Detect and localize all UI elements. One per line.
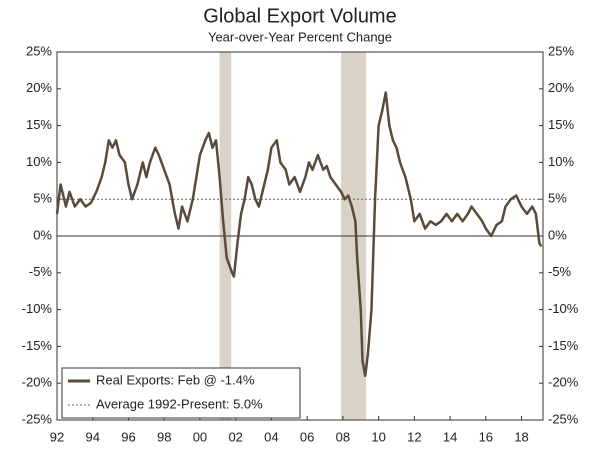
y-tick-label: 0% [33,227,52,242]
x-tick-label: 98 [157,429,171,444]
y-tick-label: -10% [22,301,53,316]
y2-tick-label: 10% [548,154,574,169]
y-tick-label: 20% [26,80,52,95]
chart-subtitle: Year-over-Year Percent Change [208,29,392,44]
x-tick-label: 04 [264,429,278,444]
x-tick-label: 18 [514,429,528,444]
x-tick-label: 10 [371,429,385,444]
x-tick-label: 12 [407,429,421,444]
x-tick-label: 02 [228,429,242,444]
y-tick-label: 10% [26,154,52,169]
x-tick-label: 00 [193,429,207,444]
y2-tick-label: -20% [548,375,579,390]
y-tick-label: -20% [22,375,53,390]
y-tick-label: -25% [22,411,53,426]
y-tick-label: -5% [29,264,53,279]
chart-title: Global Export Volume [203,5,396,27]
y-tick-label: 15% [26,117,52,132]
x-tick-label: 08 [336,429,350,444]
y2-tick-label: 15% [548,117,574,132]
x-tick-label: 06 [300,429,314,444]
y2-tick-label: 20% [548,80,574,95]
y2-tick-label: -10% [548,301,579,316]
y2-tick-label: 25% [548,43,574,58]
y-tick-label: 5% [33,191,52,206]
y2-tick-label: 0% [548,227,567,242]
x-tick-label: 16 [479,429,493,444]
y2-tick-label: -5% [548,264,572,279]
y-tick-label: 25% [26,43,52,58]
y2-tick-label: 5% [548,191,567,206]
x-tick-label: 14 [443,429,457,444]
x-tick-label: 94 [86,429,100,444]
legend-box [61,367,301,419]
legend-label: Real Exports: Feb @ -1.4% [96,372,255,387]
x-tick-label: 96 [121,429,135,444]
legend-label: Average 1992-Present: 5.0% [96,396,263,411]
x-tick-label: 92 [50,429,64,444]
y2-tick-label: -25% [548,411,579,426]
series-line [55,91,543,378]
y-tick-label: -15% [22,338,53,353]
y2-tick-label: -15% [548,338,579,353]
